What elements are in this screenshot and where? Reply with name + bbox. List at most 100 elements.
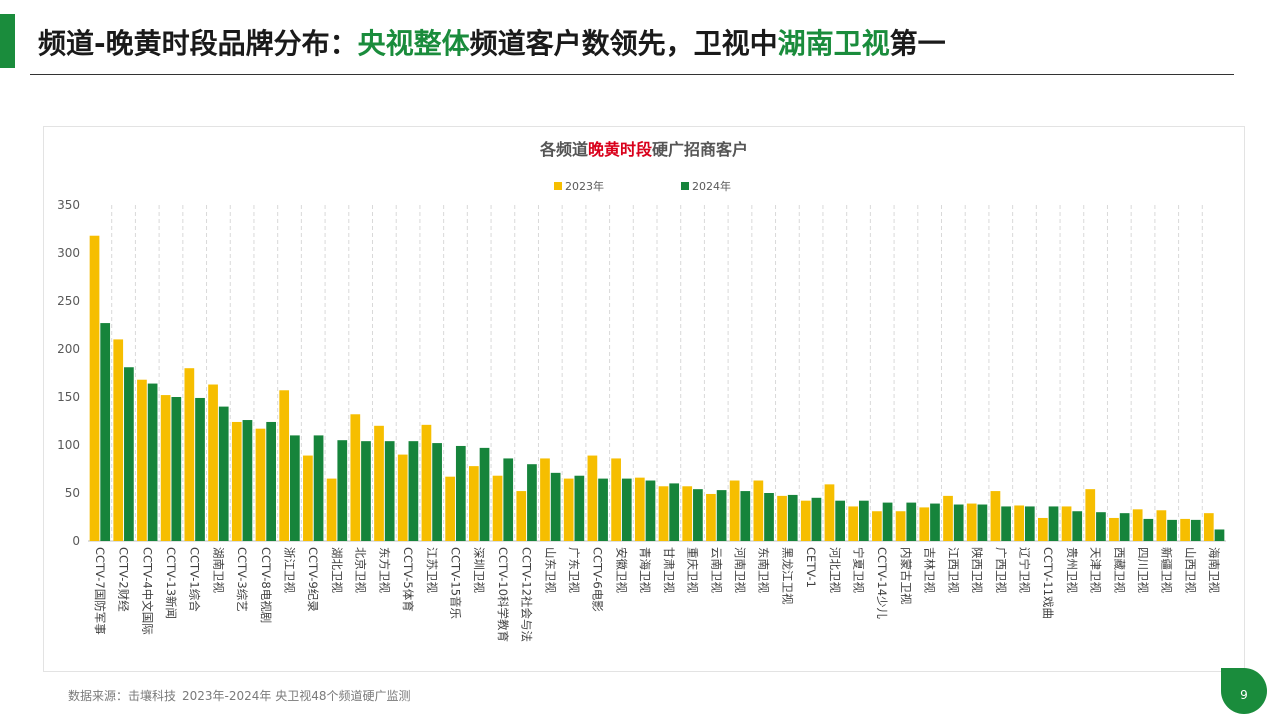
bar-2024 bbox=[621, 478, 632, 541]
x-tick-label: CCTV-3综艺 bbox=[235, 547, 249, 612]
bar-2024 bbox=[906, 502, 917, 541]
bar-2023 bbox=[943, 495, 953, 541]
bar-2024 bbox=[147, 383, 158, 541]
x-tick-label: 天津卫视 bbox=[1089, 547, 1103, 593]
bar-2024 bbox=[1096, 512, 1106, 541]
x-tick-label: 黑龙江卫视 bbox=[780, 547, 794, 605]
x-tick-label: CETV-1 bbox=[804, 547, 818, 588]
bar-2023 bbox=[682, 486, 693, 541]
y-tick-label: 0 bbox=[72, 534, 80, 548]
bar-2023 bbox=[421, 424, 432, 541]
bar-2023 bbox=[824, 484, 835, 541]
title-highlight-1: 央视整体 bbox=[357, 27, 470, 60]
x-tick-label: 海南卫视 bbox=[1207, 547, 1221, 593]
x-tick-label: 新疆卫视 bbox=[1160, 547, 1174, 593]
bar-2024 bbox=[527, 464, 537, 541]
bar-2023 bbox=[350, 414, 361, 541]
bar-2024 bbox=[313, 435, 324, 541]
bar-2023 bbox=[800, 500, 811, 541]
legend-label-0: 2023年 bbox=[565, 179, 604, 193]
bar-2023 bbox=[895, 511, 906, 541]
bar-2023 bbox=[1061, 506, 1072, 541]
bar-2024 bbox=[693, 489, 703, 541]
bar-2024 bbox=[1167, 519, 1177, 541]
x-tick-label: 辽宁卫视 bbox=[1017, 547, 1031, 593]
x-tick-label: 广西卫视 bbox=[994, 547, 1008, 593]
x-tick-label: 宁夏卫视 bbox=[852, 547, 866, 593]
x-tick-label: CCTV-8电视剧 bbox=[259, 547, 273, 623]
x-tick-label: 贵州卫视 bbox=[1065, 547, 1079, 593]
x-tick-label: 甘肃卫视 bbox=[662, 547, 676, 593]
bar-2024 bbox=[1119, 513, 1130, 541]
y-tick-label: 50 bbox=[65, 486, 80, 500]
bar-2024 bbox=[669, 483, 680, 541]
y-tick-label: 150 bbox=[57, 390, 80, 404]
bar-2023 bbox=[1180, 518, 1190, 541]
bar-2024 bbox=[289, 435, 300, 541]
x-tick-label: CCTV-12社会与法 bbox=[520, 547, 534, 642]
x-tick-label: CCTV-10科学教育 bbox=[496, 547, 510, 642]
bar-2023 bbox=[445, 476, 456, 541]
bar-2024 bbox=[479, 447, 490, 541]
bar-2024 bbox=[716, 490, 727, 541]
bar-2023 bbox=[184, 368, 195, 541]
bar-2023 bbox=[706, 493, 716, 541]
bar-2023 bbox=[208, 384, 218, 541]
bar-2024 bbox=[835, 500, 846, 541]
x-tick-label: CCTV-9纪录 bbox=[306, 547, 320, 612]
x-tick-label: 江苏卫视 bbox=[425, 547, 439, 593]
bar-2024 bbox=[882, 502, 893, 541]
bar-2024 bbox=[645, 480, 656, 541]
x-tick-label: CCTV-13新闻 bbox=[164, 547, 178, 619]
x-tick-label: CCTV-15音乐 bbox=[448, 547, 462, 620]
bar-2024 bbox=[858, 500, 869, 541]
bar-2024 bbox=[337, 440, 348, 541]
chart-title: 各频道晚黄时段硬广招商客户 bbox=[539, 140, 748, 159]
bar-2023 bbox=[658, 486, 669, 541]
chart-title-highlight: 晚黄时段 bbox=[588, 140, 653, 159]
y-tick-label: 100 bbox=[57, 438, 80, 452]
bar-2023 bbox=[516, 491, 527, 541]
bar-2024 bbox=[408, 441, 419, 541]
x-tick-label: CCTV-7国防军事 bbox=[93, 547, 107, 635]
bar-2024 bbox=[977, 504, 988, 541]
bar-chart: 各频道晚黄时段硬广招商客户 2023年 2024年 0 50 100 150 200 250 30… bbox=[57, 140, 1226, 642]
bar-2024 bbox=[550, 472, 561, 541]
page-number-badge: 9 bbox=[1217, 668, 1267, 718]
bar-2023 bbox=[540, 458, 550, 541]
bar-2023 bbox=[1037, 517, 1048, 541]
y-tick-label: 200 bbox=[57, 342, 80, 356]
chart-title-prefix: 各频道 bbox=[539, 140, 588, 159]
y-tick-label: 250 bbox=[57, 294, 80, 308]
accent-bar bbox=[0, 14, 15, 68]
bar-2023 bbox=[753, 480, 764, 541]
bar-2023 bbox=[848, 506, 859, 541]
data-source: 数据来源：击壤科技 2023年-2024年 央卫视48个频道硬广监测 bbox=[68, 687, 417, 704]
x-tick-label: 湖南卫视 bbox=[211, 547, 225, 593]
bar-2023 bbox=[919, 507, 930, 541]
x-tick-label: 河南卫视 bbox=[733, 547, 747, 593]
title-part-1: 频道-晚黄时段品牌分布： bbox=[38, 27, 358, 60]
bar-2024 bbox=[1214, 529, 1225, 541]
data-source-detail: 2023年-2024年 央卫视48个频道硬广监测 bbox=[182, 689, 411, 703]
x-tick-label: 陕西卫视 bbox=[970, 547, 984, 593]
x-tick-label: CCTV-6电影 bbox=[591, 547, 605, 612]
x-tick-label: 山西卫视 bbox=[1183, 547, 1197, 593]
bar-2024 bbox=[1001, 506, 1011, 541]
bar-2023 bbox=[1156, 510, 1167, 541]
bar-2024 bbox=[811, 497, 822, 541]
x-tick-label: CCTV-14少儿 bbox=[875, 547, 889, 620]
bar-2023 bbox=[255, 428, 266, 541]
bar-2023 bbox=[634, 477, 645, 541]
x-tick-label: 东南卫视 bbox=[757, 547, 771, 593]
x-tick-label: 北京卫视 bbox=[354, 547, 368, 593]
x-tick-label: 江西卫视 bbox=[946, 547, 960, 593]
x-tick-label: 湖北卫视 bbox=[330, 547, 344, 593]
x-tick-label: 河北卫视 bbox=[828, 547, 842, 593]
bar-2023 bbox=[966, 503, 977, 541]
bar-2023 bbox=[113, 339, 124, 541]
bar-2023 bbox=[89, 235, 100, 541]
leaf-icon bbox=[1221, 668, 1267, 714]
x-tick-label: 浙江卫视 bbox=[283, 547, 297, 593]
bar-2024 bbox=[195, 397, 205, 541]
